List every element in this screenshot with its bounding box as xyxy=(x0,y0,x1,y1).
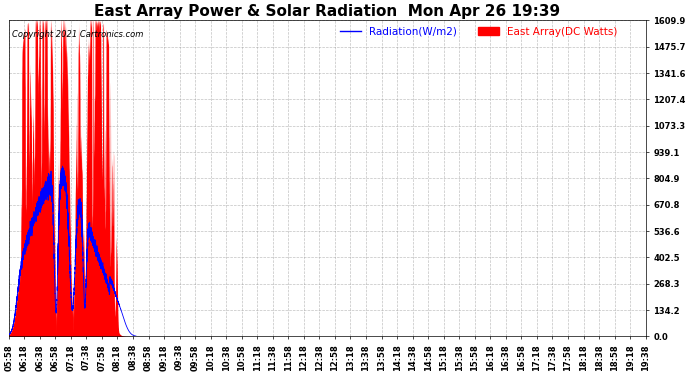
Legend: Radiation(W/m2), East Array(DC Watts): Radiation(W/m2), East Array(DC Watts) xyxy=(335,22,622,41)
Title: East Array Power & Solar Radiation  Mon Apr 26 19:39: East Array Power & Solar Radiation Mon A… xyxy=(94,4,560,19)
Text: Copyright 2021 Cartronics.com: Copyright 2021 Cartronics.com xyxy=(12,30,144,39)
